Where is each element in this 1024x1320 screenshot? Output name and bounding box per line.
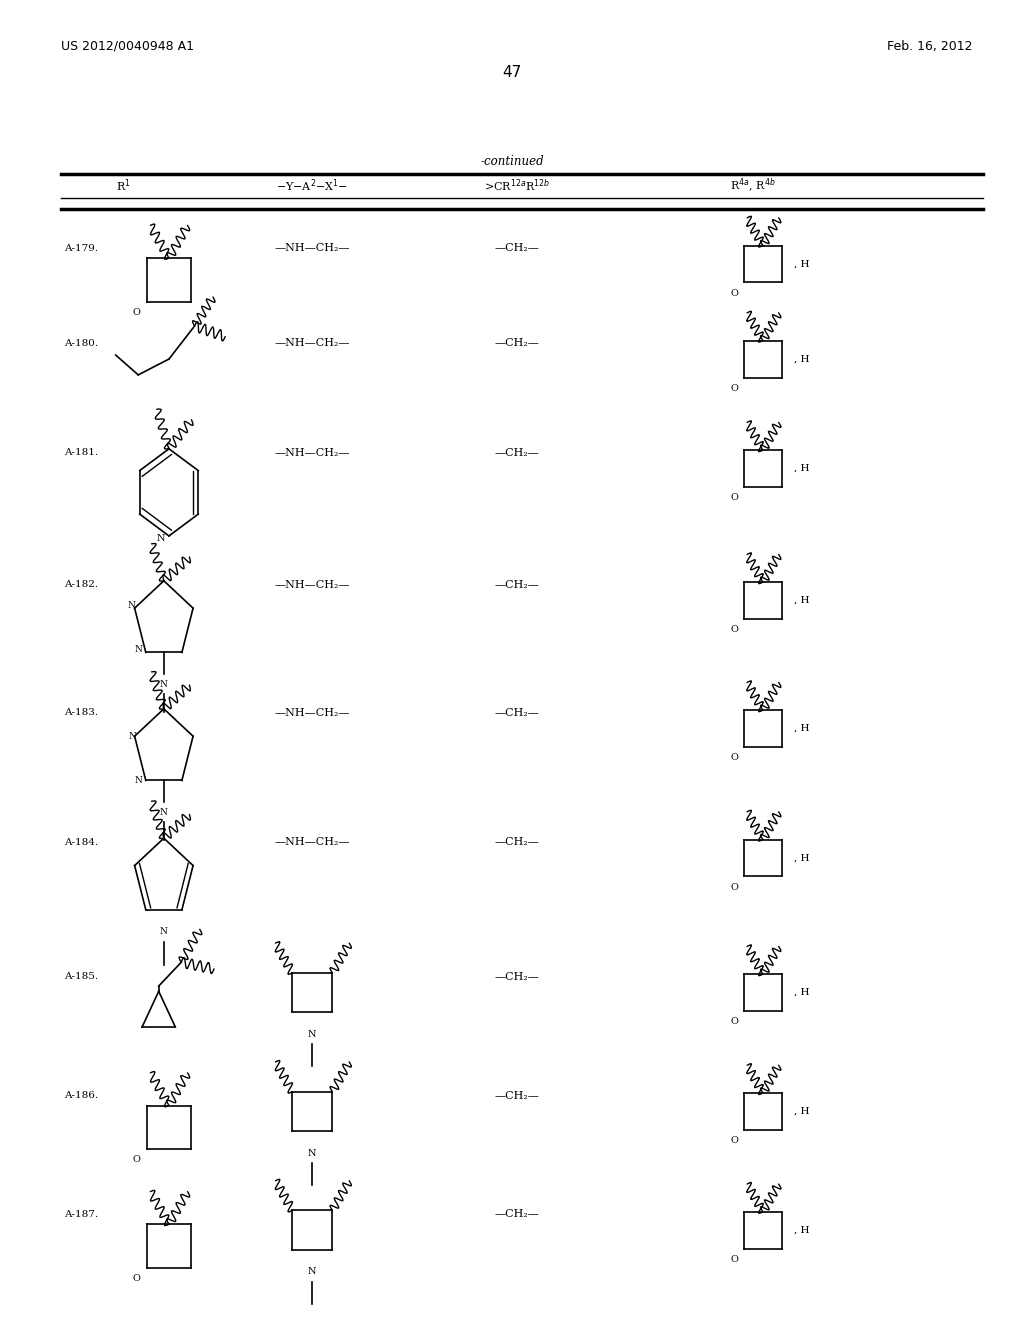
- Text: O: O: [730, 883, 738, 891]
- Text: —CH₂—: —CH₂—: [495, 837, 540, 847]
- Text: —NH—CH₂—: —NH—CH₂—: [274, 708, 350, 718]
- Text: N: N: [129, 731, 136, 741]
- Text: O: O: [730, 1137, 738, 1144]
- Text: A-183.: A-183.: [65, 709, 98, 717]
- Text: A-182.: A-182.: [65, 581, 98, 589]
- Text: R$^1$: R$^1$: [116, 178, 130, 194]
- Text: —NH—CH₂—: —NH—CH₂—: [274, 579, 350, 590]
- Text: A-185.: A-185.: [65, 973, 98, 981]
- Text: —CH₂—: —CH₂—: [495, 243, 540, 253]
- Text: —CH₂—: —CH₂—: [495, 447, 540, 458]
- Text: $-$Y$-$A$^2$$-$X$^1$$-$: $-$Y$-$A$^2$$-$X$^1$$-$: [276, 178, 348, 194]
- Text: , H: , H: [795, 465, 810, 473]
- Text: , H: , H: [795, 725, 810, 733]
- Text: N: N: [135, 776, 142, 785]
- Text: A-179.: A-179.: [65, 244, 98, 252]
- Text: —NH—CH₂—: —NH—CH₂—: [274, 243, 350, 253]
- Text: , H: , H: [795, 597, 810, 605]
- Text: —NH—CH₂—: —NH—CH₂—: [274, 447, 350, 458]
- Text: —CH₂—: —CH₂—: [495, 708, 540, 718]
- Text: N: N: [157, 535, 165, 543]
- Text: , H: , H: [795, 260, 810, 268]
- Text: N: N: [160, 927, 168, 936]
- Text: A-184.: A-184.: [65, 838, 98, 846]
- Text: O: O: [730, 289, 738, 297]
- Text: O: O: [730, 384, 738, 392]
- Text: A-187.: A-187.: [65, 1210, 98, 1218]
- Text: N: N: [160, 808, 168, 817]
- Text: N: N: [128, 601, 135, 610]
- Text: N: N: [308, 1030, 316, 1039]
- Text: , H: , H: [795, 854, 810, 862]
- Text: -continued: -continued: [480, 154, 544, 168]
- Text: , H: , H: [795, 989, 810, 997]
- Text: —NH—CH₂—: —NH—CH₂—: [274, 837, 350, 847]
- Text: —NH—CH₂—: —NH—CH₂—: [274, 338, 350, 348]
- Text: —CH₂—: —CH₂—: [495, 972, 540, 982]
- Text: A-180.: A-180.: [65, 339, 98, 347]
- Text: N: N: [308, 1148, 316, 1158]
- Text: O: O: [133, 1274, 140, 1283]
- Text: O: O: [133, 1155, 140, 1164]
- Text: 47: 47: [503, 65, 521, 81]
- Text: US 2012/0040948 A1: US 2012/0040948 A1: [61, 40, 195, 53]
- Text: A-181.: A-181.: [65, 449, 98, 457]
- Text: O: O: [730, 626, 738, 634]
- Text: N: N: [160, 680, 168, 689]
- Text: —CH₂—: —CH₂—: [495, 338, 540, 348]
- Text: N: N: [135, 645, 142, 655]
- Text: >CR$^{12a}$R$^{12b}$: >CR$^{12a}$R$^{12b}$: [484, 178, 550, 194]
- Text: N: N: [308, 1267, 316, 1276]
- Text: O: O: [730, 1018, 738, 1026]
- Text: Feb. 16, 2012: Feb. 16, 2012: [888, 40, 973, 53]
- Text: O: O: [730, 754, 738, 762]
- Text: O: O: [730, 1255, 738, 1263]
- Text: —CH₂—: —CH₂—: [495, 1209, 540, 1220]
- Text: , H: , H: [795, 1226, 810, 1234]
- Text: R$^{4a}$, R$^{4b}$: R$^{4a}$, R$^{4b}$: [730, 177, 775, 195]
- Text: —CH₂—: —CH₂—: [495, 579, 540, 590]
- Text: , H: , H: [795, 355, 810, 363]
- Text: O: O: [133, 308, 140, 317]
- Text: A-186.: A-186.: [65, 1092, 98, 1100]
- Text: , H: , H: [795, 1107, 810, 1115]
- Text: O: O: [730, 494, 738, 502]
- Text: —CH₂—: —CH₂—: [495, 1090, 540, 1101]
